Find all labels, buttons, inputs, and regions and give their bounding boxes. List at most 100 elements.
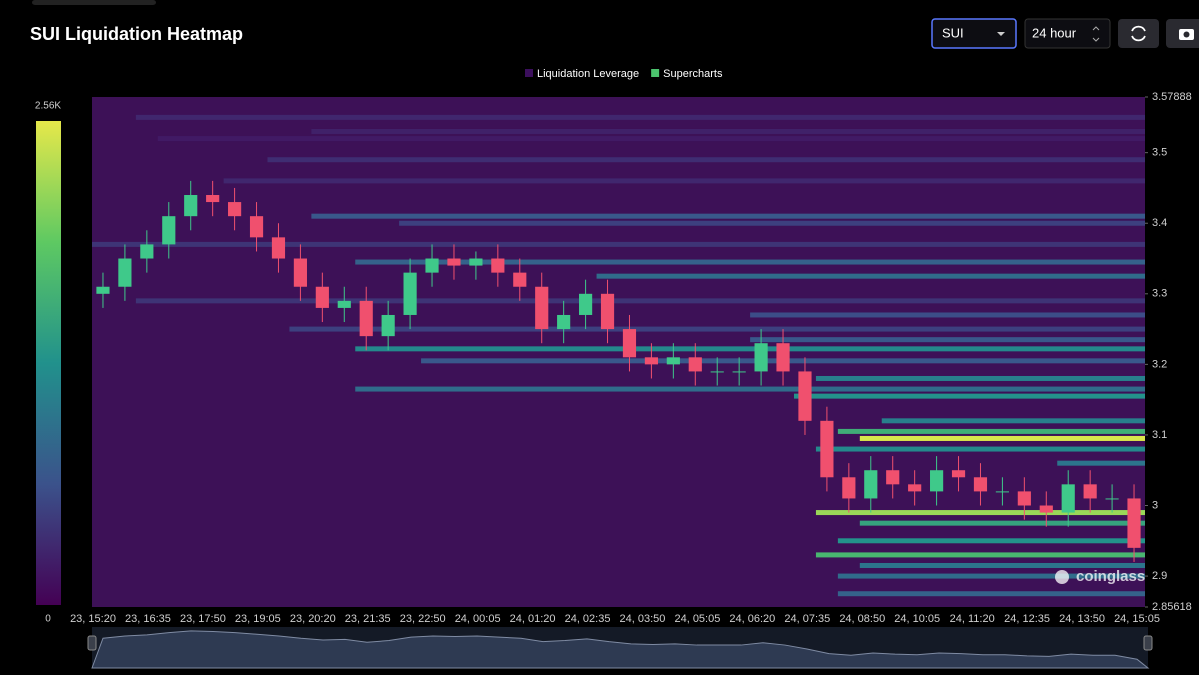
x-tick-label: 24, 01:20 xyxy=(510,613,556,625)
refresh-button[interactable] xyxy=(1118,19,1159,48)
liquidation-band xyxy=(223,178,1145,184)
candle-body xyxy=(315,286,329,308)
candle-body xyxy=(228,202,242,217)
liquidation-band xyxy=(794,393,1145,399)
candle-body xyxy=(666,357,680,365)
symbol-select[interactable]: SUI xyxy=(931,18,1017,49)
candle-body xyxy=(403,272,417,315)
x-tick-label: 24, 12:35 xyxy=(1004,613,1050,625)
liquidation-band xyxy=(815,375,1145,381)
candle-body xyxy=(535,286,549,330)
liquidation-band xyxy=(596,273,1145,279)
y-tick-label: 3.57888 xyxy=(1152,91,1192,103)
liquidation-band xyxy=(399,220,1145,226)
button[interactable] xyxy=(1118,19,1159,48)
navigator-area xyxy=(91,630,1150,669)
y-tick-label: 3.3 xyxy=(1152,288,1167,300)
x-tick-label: 23, 19:05 xyxy=(235,613,281,625)
y-tick-label: 3.1 xyxy=(1152,429,1167,441)
legend-label: Liquidation Leverage xyxy=(537,68,639,80)
x-tick-label: 24, 06:20 xyxy=(729,613,775,625)
camera-lens xyxy=(1183,31,1190,38)
title: SUI Liquidation Heatmap xyxy=(30,24,243,44)
candle-body xyxy=(820,420,834,478)
candle-body xyxy=(184,195,198,217)
liquidation-band xyxy=(837,591,1145,597)
candle-body xyxy=(337,300,351,308)
colorbar xyxy=(36,121,61,605)
candle-body xyxy=(359,300,373,337)
candle-body xyxy=(293,258,307,287)
liquidation-band xyxy=(135,298,1145,304)
liquidation-band xyxy=(92,241,1145,247)
y-tick-label: 2.9 xyxy=(1152,570,1167,582)
x-tick-label: 24, 07:35 xyxy=(784,613,830,625)
watermark: coinglass xyxy=(1076,568,1145,585)
liquidation-band xyxy=(881,418,1145,424)
interval[interactable]: 24 hour xyxy=(1032,25,1077,40)
candle-body xyxy=(1039,505,1053,513)
liquidation-band xyxy=(859,435,1145,441)
candle-body xyxy=(491,258,505,273)
x-tick-label: 23, 21:35 xyxy=(345,613,391,625)
watermark-logo xyxy=(1055,570,1069,584)
candle-body xyxy=(908,484,922,492)
liquidation-band xyxy=(135,114,1145,120)
candle-body xyxy=(206,195,220,203)
liquidation-band xyxy=(837,573,1145,579)
x-tick-label: 24, 02:35 xyxy=(565,613,611,625)
liquidation-band xyxy=(1057,460,1145,466)
x-tick-label: 24, 11:20 xyxy=(950,613,995,625)
candle-body xyxy=(557,314,571,330)
x-tick-label: 24, 13:50 xyxy=(1059,613,1105,625)
candle-body xyxy=(96,286,110,294)
liquidation-band xyxy=(859,562,1145,568)
candle-body xyxy=(579,293,593,315)
liquidation-band xyxy=(837,538,1145,544)
legend-label: Supercharts xyxy=(663,68,723,80)
select-box[interactable] xyxy=(931,18,1017,49)
liquidation-band xyxy=(355,346,1145,352)
candle-body xyxy=(1017,491,1031,506)
y-tick-label: 3.4 xyxy=(1152,217,1167,229)
liquidation-band xyxy=(837,428,1145,434)
candle-body xyxy=(886,470,900,485)
candle-body xyxy=(271,237,286,259)
snapshot-button[interactable] xyxy=(1166,19,1199,48)
heatmap-background xyxy=(92,97,1145,607)
x-tick-label: 23, 22:50 xyxy=(400,613,446,625)
y-tick-label: 3.2 xyxy=(1152,358,1167,370)
candle-body xyxy=(600,293,615,330)
candle-body xyxy=(622,329,637,358)
liquidation-band xyxy=(815,552,1145,558)
interval-select[interactable]: 24 hour xyxy=(1024,18,1111,49)
refresh-icon xyxy=(1131,25,1146,42)
x-tick-label: 24, 05:05 xyxy=(674,613,720,625)
symbol[interactable]: SUI xyxy=(942,25,964,40)
candle-body xyxy=(754,343,768,372)
colorbar-label: 0 xyxy=(45,614,51,625)
liquidation-band xyxy=(859,520,1145,526)
candle-body xyxy=(973,477,988,492)
tab-strip xyxy=(32,0,156,5)
select-box[interactable] xyxy=(1024,18,1111,49)
spinner xyxy=(1092,26,1100,42)
candle-body xyxy=(644,357,658,365)
caret xyxy=(997,32,1005,36)
liquidation-band xyxy=(750,337,1145,343)
x-tick-label: 23, 20:20 xyxy=(290,613,336,625)
y-tick-label: 2.85618 xyxy=(1152,601,1192,613)
candle-body xyxy=(864,470,878,499)
liquidation-band xyxy=(815,446,1145,452)
legend-swatch xyxy=(525,69,533,77)
colorbar-label: 2.56K xyxy=(35,101,61,112)
candle-body xyxy=(447,258,461,266)
navigator-handle[interactable] xyxy=(1143,635,1153,651)
candle-body xyxy=(732,371,746,373)
candle-body xyxy=(381,314,395,337)
navigator-handle[interactable] xyxy=(87,635,97,651)
candle-body xyxy=(842,477,856,499)
x-tick-label: 24, 00:05 xyxy=(455,613,501,625)
